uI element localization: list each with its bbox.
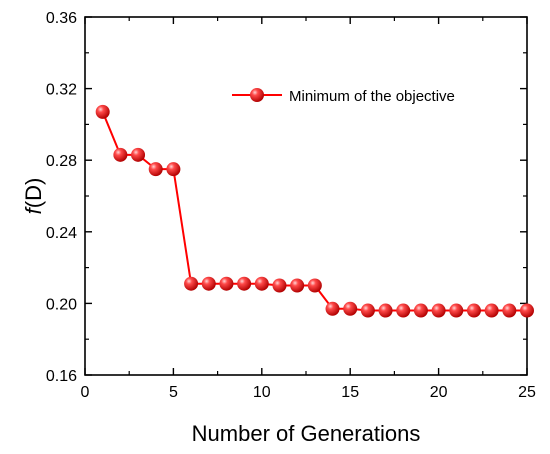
y-tick-label: 0.28: [46, 153, 77, 170]
data-point: [466, 303, 481, 318]
data-point: [95, 104, 110, 119]
data-point: [290, 278, 305, 293]
data-point: [201, 276, 216, 291]
x-tick-label: 5: [169, 384, 178, 401]
y-tick-label: 0.20: [46, 296, 77, 313]
data-point: [237, 276, 252, 291]
y-tick-label: 0.32: [46, 82, 77, 99]
y-tick-label: 0.24: [46, 225, 77, 242]
x-tick-label: 20: [430, 384, 448, 401]
x-tick-label: 25: [518, 384, 536, 401]
data-point: [131, 147, 146, 162]
legend: Minimum of the objective: [232, 88, 455, 105]
data-point: [148, 162, 163, 177]
y-axis-title-italic: f: [21, 205, 46, 214]
y-axis-title-rest: (D): [21, 178, 46, 209]
y-axis-title: f(D): [21, 178, 46, 215]
data-point: [184, 276, 199, 291]
data-point: [378, 303, 393, 318]
data-point: [307, 278, 322, 293]
data-point: [502, 303, 517, 318]
data-point: [484, 303, 499, 318]
x-tick-label: 15: [341, 384, 359, 401]
y-axis-ticks: 0.16 0.20 0.24 0.28 0.32 0.36: [46, 10, 527, 385]
data-point: [431, 303, 446, 318]
y-tick-label: 0.36: [46, 10, 77, 27]
x-tick-label: 10: [253, 384, 271, 401]
x-axis-ticks: 0 5 10 15 20 25: [81, 17, 536, 401]
data-point: [413, 303, 428, 318]
series-points-group: [95, 104, 534, 318]
x-tick-label: 0: [81, 384, 90, 401]
data-point: [254, 276, 269, 291]
y-tick-label: 0.16: [46, 368, 77, 385]
legend-label: Minimum of the objective: [289, 88, 455, 105]
data-point: [360, 303, 375, 318]
data-point: [520, 303, 534, 318]
plot-frame: [84, 16, 528, 376]
data-point: [343, 301, 358, 316]
legend-marker: [250, 88, 264, 102]
x-axis-title: Number of Generations: [192, 421, 421, 446]
data-point: [325, 301, 340, 316]
data-point: [113, 147, 128, 162]
data-point: [396, 303, 411, 318]
data-point: [449, 303, 464, 318]
data-point: [272, 278, 287, 293]
data-point: [219, 276, 234, 291]
data-point: [166, 162, 181, 177]
